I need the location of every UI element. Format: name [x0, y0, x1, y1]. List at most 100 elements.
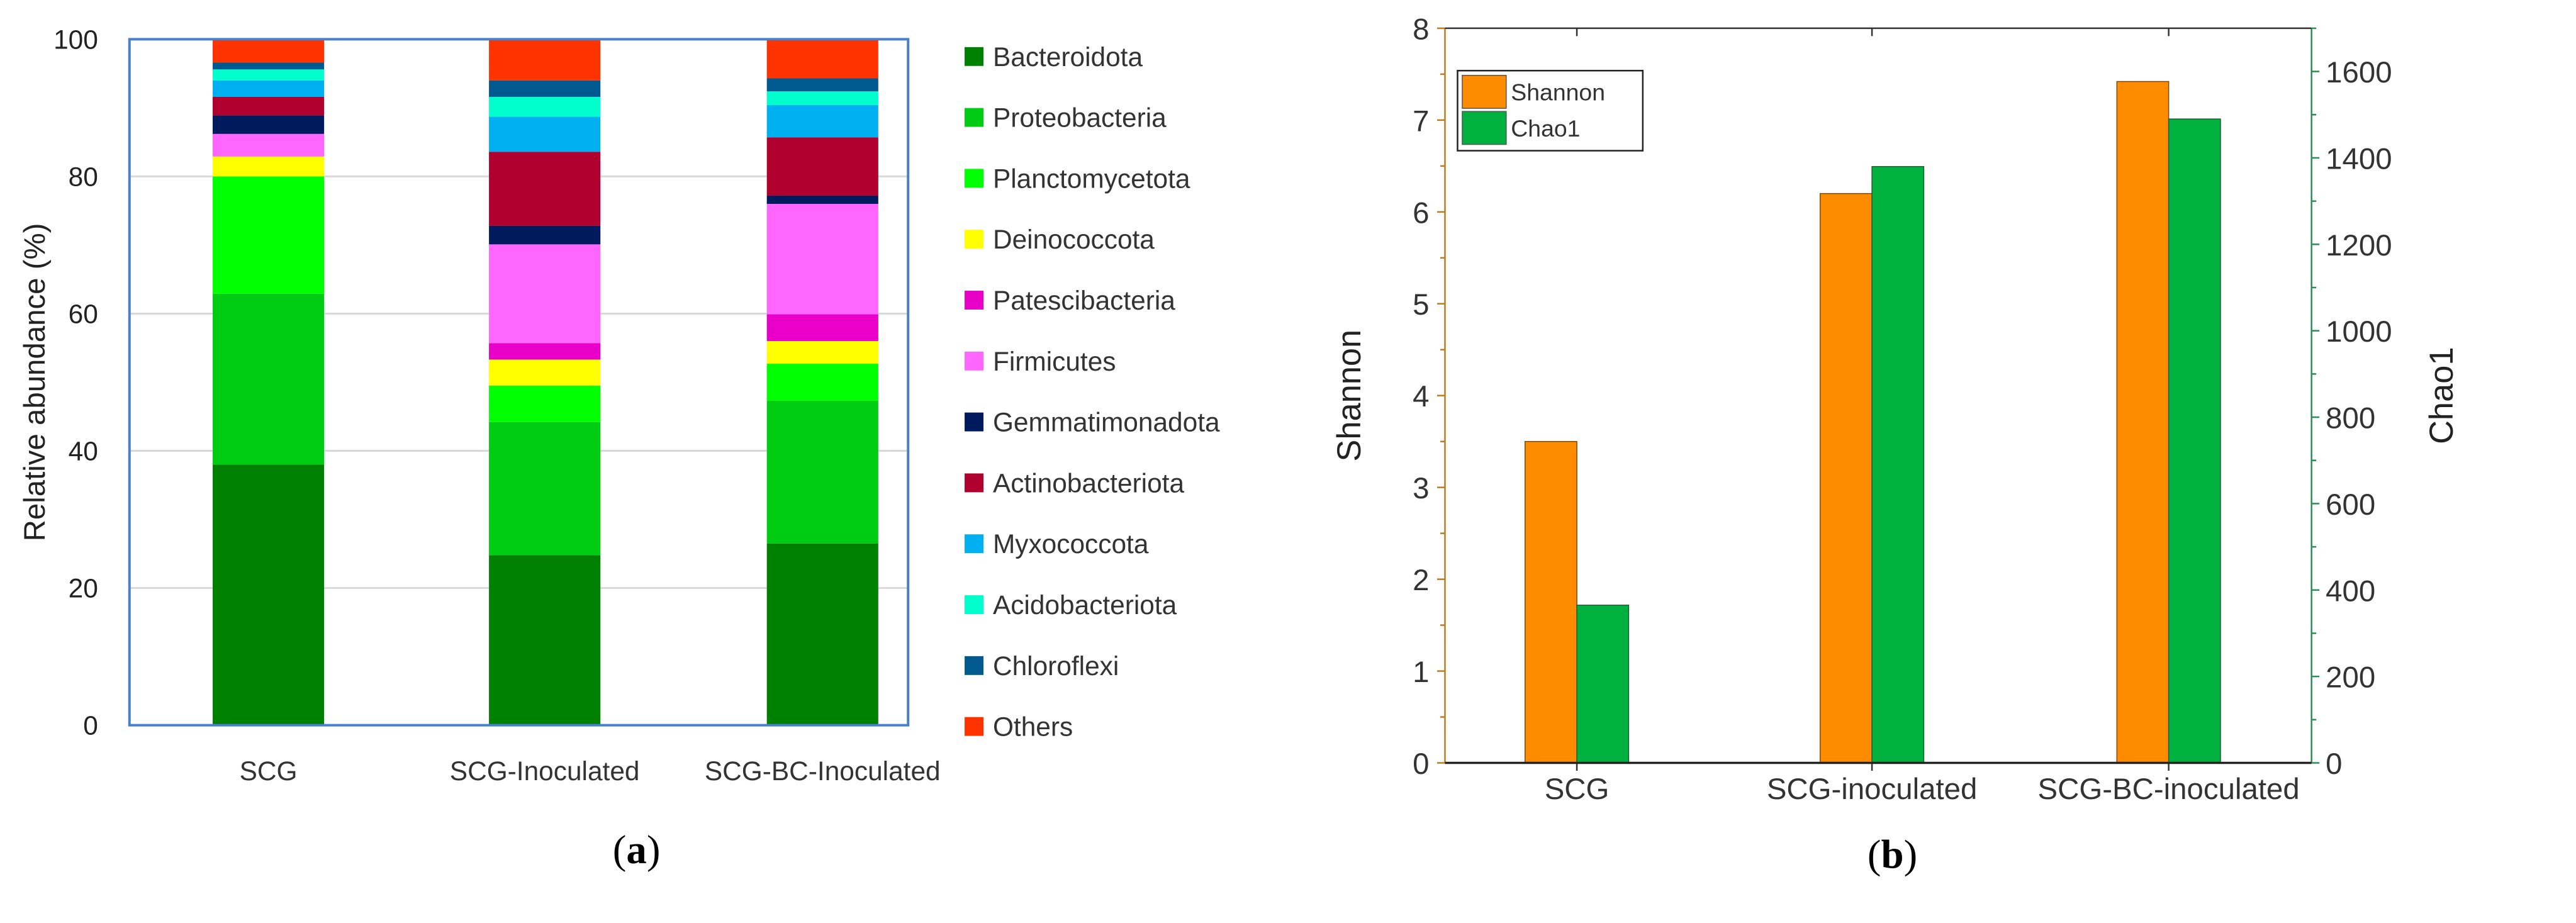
- bar-segment-others: [212, 39, 325, 63]
- y2-tick-label: 1400: [2326, 142, 2392, 176]
- y2-tick-label: 600: [2326, 488, 2375, 522]
- caption-b: (b): [1868, 832, 1917, 878]
- bar-segment-patescibacteria: [766, 314, 878, 342]
- y2-tick-label: 800: [2326, 402, 2375, 435]
- legend-swatch: [965, 230, 983, 249]
- x-tick-label: SCG-Inoculated: [450, 756, 640, 786]
- y-tick-label: 2: [1413, 564, 1429, 597]
- bar-segment-proteobacteria: [489, 422, 601, 556]
- y-tick-label: 0: [83, 711, 98, 741]
- chart-a: 0 20 40 60 80 100 SCG SCG-Inoculated SCG-BC-Inoc…: [18, 25, 1220, 873]
- legend-swatch: [965, 291, 983, 310]
- caption-paren: ): [647, 827, 661, 873]
- bar-segment-bacteroidota: [766, 543, 878, 725]
- bar-segment-bacteroidota: [212, 464, 325, 725]
- legend-label: Actinobacteriota: [993, 468, 1185, 498]
- legend-swatch: [1462, 75, 1507, 109]
- bar-segment-gemmatimonadota: [212, 115, 325, 134]
- x-tick-label: SCG: [1545, 773, 1610, 806]
- legend-label: Proteobacteria: [993, 103, 1167, 133]
- bar-chao1: [1576, 605, 1630, 764]
- caption-letter: a: [626, 827, 646, 873]
- y2-tick-label: 1000: [2326, 315, 2392, 349]
- y2-tick-label: 400: [2326, 574, 2375, 608]
- y2-tick-label: 0: [2326, 747, 2342, 781]
- y-tick-label: 60: [69, 299, 98, 328]
- y-tick-label: 1: [1413, 656, 1429, 689]
- bar-segment-chloroflexi: [212, 62, 325, 70]
- plot-frame: [128, 38, 910, 727]
- bar-chao1: [2168, 118, 2221, 764]
- y-tick-label: 6: [1413, 196, 1429, 230]
- bar-segment-deinococcota: [766, 341, 878, 364]
- y2-tick-label: 1200: [2326, 229, 2392, 262]
- bar-segment-actinobacteriota: [766, 137, 878, 196]
- legend-label: Shannon: [1511, 79, 1605, 106]
- bar-segment-planctomycetota: [766, 364, 878, 401]
- bar-segment-acidobacteriota: [766, 91, 878, 106]
- bar-segment-acidobacteriota: [489, 96, 601, 117]
- bar-segment-chloroflexi: [766, 78, 878, 92]
- legend-label: Chloroflexi: [993, 651, 1119, 681]
- caption-letter: b: [1881, 832, 1903, 878]
- legend-label: Deinococcota: [993, 225, 1155, 254]
- y-tick-label: 5: [1413, 288, 1429, 322]
- bar-segment-acidobacteriota: [212, 69, 325, 81]
- bar-shannon: [1524, 440, 1577, 764]
- y-tick-label: 0: [1413, 747, 1429, 781]
- bar-segment-others: [766, 39, 878, 79]
- bar-segment-deinococcota: [212, 156, 325, 177]
- y-tick-label: 80: [69, 162, 98, 191]
- legend-swatch: [965, 717, 983, 736]
- legend-label: Others: [993, 712, 1073, 742]
- legend-label: Myxococcota: [993, 529, 1149, 559]
- bar-segment-others: [489, 39, 601, 81]
- bar-segment-actinobacteriota: [212, 96, 325, 116]
- bar-segment-deinococcota: [489, 359, 601, 386]
- bar-segment-firmicutes: [212, 133, 325, 157]
- bar-segment-gemmatimonadota: [766, 195, 878, 204]
- bar-segment-patescibacteria: [489, 343, 601, 360]
- legend-swatch: [965, 169, 983, 188]
- bar-segment-myxococcota: [212, 80, 325, 97]
- bar-segment-proteobacteria: [766, 400, 878, 544]
- bar-segment-planctomycetota: [489, 385, 601, 422]
- legend-swatch: [965, 351, 983, 371]
- legend-swatch: [965, 656, 983, 675]
- chart-b: 0 1 2 3 4 5 6 7 8 0 200 400 600 800 1000 1200 1400 1600 SC…: [1331, 13, 2460, 877]
- legend-swatch: [1462, 111, 1507, 145]
- x-tick-label: SCG-inoculated: [1767, 773, 1978, 806]
- y-tick-label: 4: [1413, 380, 1429, 413]
- bar-segment-proteobacteria: [212, 293, 325, 465]
- bar-segment-actinobacteriota: [489, 152, 601, 226]
- bar-segment-firmicutes: [489, 244, 601, 344]
- bar-segment-gemmatimonadota: [489, 225, 601, 245]
- legend-swatch: [965, 47, 983, 66]
- legend-label: Chao1: [1511, 115, 1580, 142]
- y-tick-label: 100: [53, 25, 98, 54]
- legend-label: Gemmatimonadota: [993, 408, 1220, 437]
- x-tick-label: SCG: [240, 756, 298, 786]
- bar-shannon: [2116, 81, 2170, 764]
- bar-chao1: [1871, 165, 1925, 764]
- y-axis-label: Shannon: [1331, 330, 1368, 462]
- legend-swatch: [965, 108, 983, 127]
- y-tick-label: 8: [1413, 13, 1429, 46]
- y-tick-label: 7: [1413, 104, 1429, 138]
- x-tick-label: SCG-BC-inoculated: [2038, 773, 2300, 806]
- legend-swatch: [965, 473, 983, 493]
- bar-segment-firmicutes: [766, 204, 878, 315]
- legend-swatch: [965, 595, 983, 615]
- caption-paren: (: [1868, 832, 1881, 878]
- legend-label: Acidobacteriota: [993, 590, 1177, 620]
- caption-paren: ): [1904, 832, 1918, 878]
- x-tick-label: SCG-BC-Inoculated: [705, 756, 941, 786]
- y2-axis-label: Chao1: [2424, 347, 2460, 444]
- caption-paren: (: [613, 827, 627, 873]
- legend-label: Firmicutes: [993, 347, 1116, 376]
- legend-label: Patescibacteria: [993, 286, 1175, 315]
- legend-swatch: [965, 534, 983, 554]
- bar-segment-chloroflexi: [489, 80, 601, 97]
- legend-swatch: [965, 412, 983, 432]
